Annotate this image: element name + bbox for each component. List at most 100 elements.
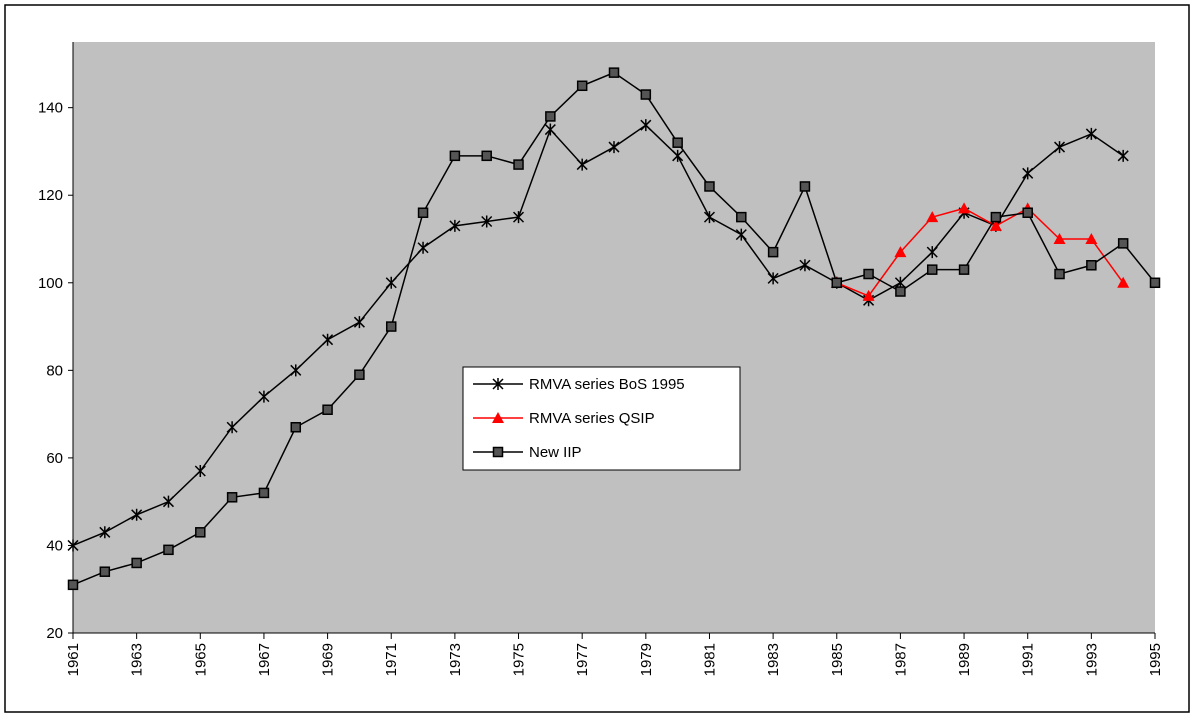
marker-square — [1086, 260, 1097, 271]
x-tick-label: 1977 — [574, 643, 591, 676]
marker-square — [131, 557, 142, 569]
marker-star — [194, 465, 206, 478]
marker-square — [608, 67, 620, 78]
y-tick-label: 140 — [38, 100, 63, 117]
x-tick-label: 1983 — [765, 643, 782, 676]
marker-triangle — [1117, 276, 1130, 288]
marker-square — [354, 369, 365, 380]
marker-square — [99, 566, 111, 577]
y-tick-label: 120 — [38, 187, 63, 204]
marker-square — [1117, 238, 1129, 249]
legend: RMVA series BoS 1995 RMVA series QSIP New … — [462, 366, 741, 471]
x-tick-label: 1991 — [1020, 643, 1037, 676]
marker-star — [67, 539, 79, 552]
x-tick-label: 1963 — [129, 643, 146, 676]
x-tick-label: 1989 — [956, 643, 973, 676]
marker-triangle — [894, 246, 907, 258]
marker-star — [703, 211, 716, 224]
legend-label: RMVA series BoS 1995 — [529, 376, 685, 393]
y-tick-label: 20 — [46, 625, 63, 642]
marker-square — [513, 159, 524, 170]
marker-triangle — [862, 289, 875, 301]
marker-square — [449, 150, 461, 162]
marker-square — [1149, 277, 1161, 289]
marker-star — [492, 378, 504, 390]
marker-square — [492, 446, 504, 458]
marker-square — [290, 421, 302, 433]
marker-star — [799, 259, 811, 272]
marker-triangle — [1053, 233, 1066, 244]
plot-area — [73, 42, 1155, 633]
marker-square — [1022, 207, 1033, 218]
x-tick-label: 1969 — [320, 643, 337, 676]
marker-star — [353, 316, 365, 329]
marker-star — [576, 158, 588, 171]
marker-triangle — [926, 211, 939, 223]
marker-star — [322, 333, 334, 346]
marker-square — [895, 286, 906, 297]
marker-square — [576, 80, 588, 92]
series-line — [836, 207, 1124, 297]
marker-star — [417, 241, 429, 254]
y-tick-label: 60 — [46, 450, 63, 467]
y-tick-label: 80 — [46, 362, 63, 379]
marker-square — [258, 487, 270, 499]
marker-star — [1053, 141, 1066, 154]
marker-square — [736, 211, 747, 223]
marker-square — [195, 527, 206, 538]
marker-triangle — [1085, 233, 1098, 244]
marker-star — [735, 228, 747, 241]
marker-square — [481, 150, 492, 162]
marker-star — [258, 390, 270, 403]
marker-square — [831, 277, 843, 289]
marker-star — [226, 421, 238, 434]
marker-square — [226, 492, 238, 503]
marker-square — [958, 264, 970, 275]
marker-square — [67, 579, 79, 591]
series-line — [72, 124, 1124, 547]
marker-square — [926, 264, 938, 275]
x-tick-label: 1965 — [192, 643, 209, 676]
x-tick-label: 1981 — [701, 643, 718, 676]
marker-square — [163, 544, 174, 556]
x-tick-label: 1961 — [65, 643, 82, 676]
x-tick-label: 1973 — [447, 643, 464, 676]
x-tick-label: 1971 — [383, 643, 400, 676]
marker-square — [767, 246, 779, 258]
marker-star — [449, 219, 461, 232]
x-tick-label: 1967 — [256, 643, 273, 676]
marker-star — [767, 272, 779, 285]
marker-star — [926, 246, 938, 259]
marker-star — [385, 276, 397, 289]
marker-triangle — [958, 202, 971, 214]
marker-star — [608, 141, 620, 154]
marker-square — [322, 404, 333, 415]
marker-star — [640, 119, 652, 132]
marker-star — [1117, 149, 1129, 162]
legend-label: New IIP — [529, 444, 582, 461]
x-tick-label: 1985 — [829, 643, 846, 676]
marker-star — [99, 526, 111, 539]
marker-star — [290, 364, 302, 377]
marker-square — [1054, 268, 1065, 280]
marker-square — [990, 211, 1002, 223]
marker-square — [704, 181, 715, 192]
marker-square — [863, 268, 874, 280]
x-tick-label: 1987 — [892, 643, 909, 676]
marker-star — [1022, 167, 1034, 180]
marker-square — [545, 111, 556, 122]
marker-star — [481, 215, 493, 228]
marker-star — [672, 149, 684, 162]
marker-square — [672, 137, 683, 148]
y-tick-label: 100 — [38, 275, 63, 292]
marker-star — [512, 211, 525, 224]
marker-square — [417, 207, 429, 218]
x-tick-label: 1975 — [511, 643, 528, 676]
marker-star — [162, 495, 175, 508]
marker-star — [131, 508, 143, 521]
marker-triangle — [492, 412, 504, 423]
y-tick-label: 40 — [46, 537, 63, 554]
legend-label: RMVA series QSIP — [529, 410, 655, 427]
x-tick-label: 1995 — [1147, 643, 1164, 676]
